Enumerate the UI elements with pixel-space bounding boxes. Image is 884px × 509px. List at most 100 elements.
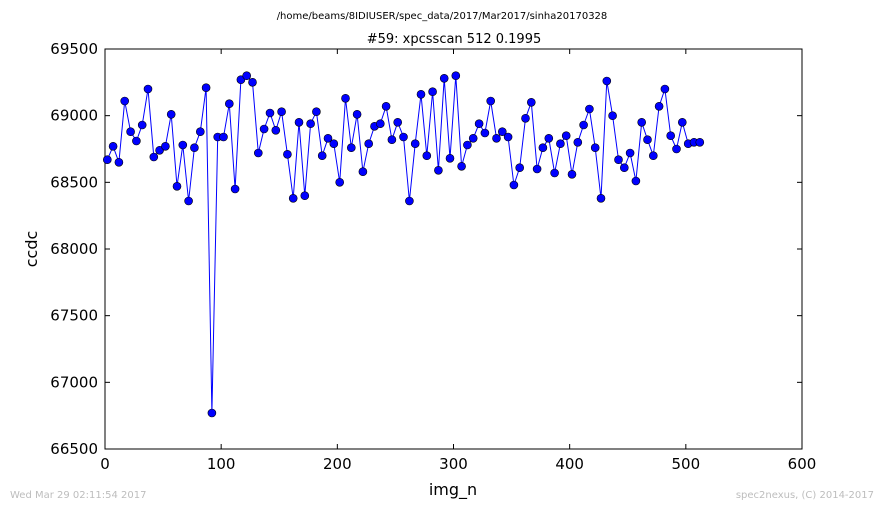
data-point [637,118,647,127]
data-point [480,128,490,138]
data-point [184,196,193,206]
data-point [445,154,455,163]
x-tick-label: 0 [100,455,110,473]
data-point [672,144,681,154]
data-point [428,87,437,96]
data-point [643,135,652,144]
y-axis-label: ccdc [22,231,41,268]
data-point [335,178,345,187]
data-point [108,142,118,151]
y-tick-label: 69500 [50,40,98,58]
data-point [178,140,188,150]
data-point [196,127,205,136]
data-point [277,107,286,116]
data-point [434,166,443,175]
data-point [190,143,199,152]
data-point [631,176,641,186]
data-point [387,135,397,144]
data-point [242,71,251,80]
data-point [451,71,461,80]
x-tick-label: 300 [439,455,468,473]
data-point [288,194,298,203]
x-tick-label: 500 [672,455,701,473]
data-point [399,132,408,142]
data-point [463,140,472,150]
data-point [410,139,420,148]
data-point [625,148,635,158]
data-point [509,180,519,190]
data-point [103,155,112,164]
data-point [492,134,501,143]
x-tick-label: 400 [555,455,584,473]
data-point [654,102,664,111]
data-point [596,194,606,203]
data-point [497,127,507,136]
data-point [515,163,525,172]
data-point [207,408,217,418]
figure-supertitle: /home/beams/8IDIUSER/spec_data/2017/Mar2… [277,11,608,22]
y-tick-label: 68000 [50,240,98,258]
data-point [137,120,147,130]
data-point [225,99,234,108]
data-point [439,74,449,83]
data-point [468,134,478,143]
data-point [486,96,496,106]
x-axis-label: img_n [429,480,477,500]
data-point [219,132,228,142]
x-tick-label: 100 [207,455,236,473]
data-point [567,170,577,179]
data-point [585,104,594,114]
plot-area: 0 100 200 300 400 500 600 66500 67000 67500 68000 6… [50,40,816,473]
data-point [660,84,670,94]
data-point [346,143,356,152]
data-point [375,119,385,128]
x-tick-label: 200 [323,455,352,473]
data-point [265,108,275,118]
data-point [149,152,159,162]
data-point [526,98,536,107]
y-tick-label: 66500 [50,440,98,458]
data-point [544,134,554,143]
data-point [166,110,176,119]
data-point [283,150,292,159]
data-point [172,182,182,191]
data-point [352,110,362,119]
chart-title: #59: xpcsscan 512 0.1995 [367,32,542,47]
data-point [405,196,414,206]
data-point [556,139,565,148]
data-point [538,143,548,152]
series-points [103,71,705,418]
data-point [503,132,513,142]
data-point [201,83,211,92]
data-point [114,158,124,167]
data-point [323,134,333,143]
data-point [120,96,129,106]
data-point [300,191,310,200]
y-tick-label: 67000 [50,373,98,391]
data-point [306,119,315,128]
y-tick-label: 67500 [50,307,98,325]
data-point [381,102,391,111]
data-point [341,94,350,103]
data-point [579,120,588,130]
data-point [126,127,135,136]
data-point [358,167,368,176]
data-point [230,184,240,194]
data-point [648,151,658,160]
data-point [602,76,612,86]
data-point [132,136,141,146]
data-point [666,131,676,140]
data-point [271,126,281,135]
data-point [561,131,571,140]
data-point [474,119,484,128]
data-point [695,138,705,147]
footer-credit: spec2nexus, (C) 2014-2017 [736,490,874,501]
footer-timestamp: Wed Mar 29 02:11:54 2017 [10,490,146,501]
y-tick-label: 68500 [50,173,98,191]
data-point [312,107,321,116]
y-tick-label: 69000 [50,107,98,125]
data-point [259,124,269,134]
plot-frame [104,48,803,450]
axis-ticks: 0 100 200 300 400 500 600 66500 67000 67500 68000 6… [50,40,816,473]
